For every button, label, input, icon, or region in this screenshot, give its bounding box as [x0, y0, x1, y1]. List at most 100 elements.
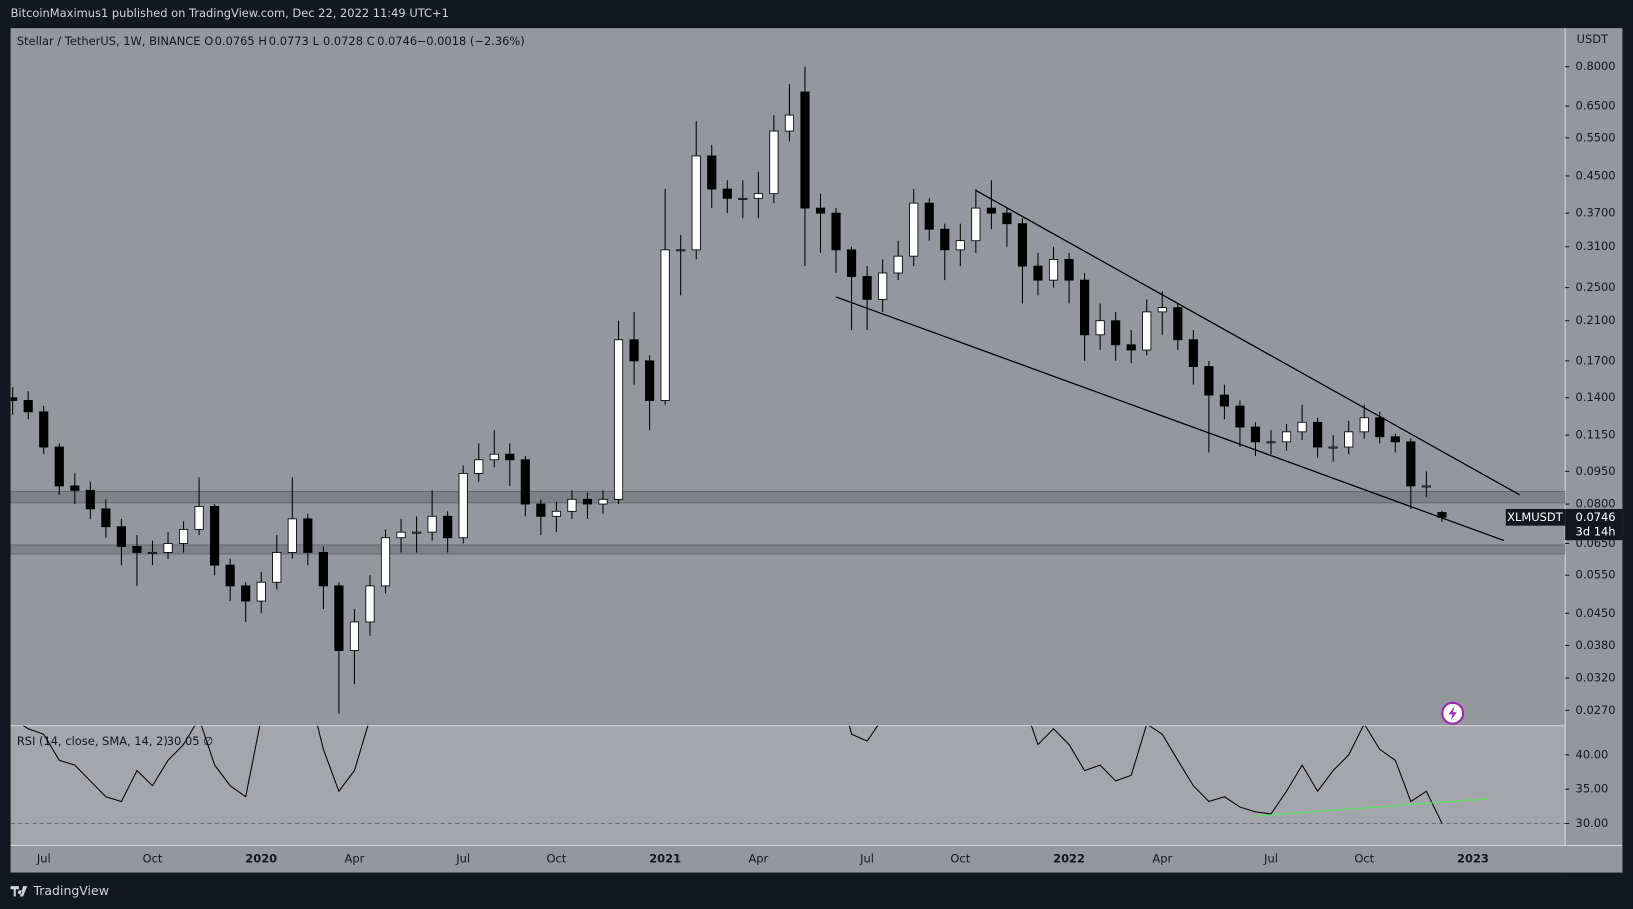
- candle-body: [396, 531, 406, 539]
- price-axis: [1565, 28, 1623, 873]
- candle-body: [769, 130, 779, 195]
- candle-body: [1002, 212, 1012, 225]
- candle-body: [256, 581, 266, 602]
- candle-body: [349, 621, 360, 651]
- candle-body: [738, 197, 748, 200]
- candle-body: [1111, 320, 1121, 346]
- x-tick-label: Jul: [1263, 852, 1278, 866]
- candle-body: [753, 193, 763, 199]
- candle-body: [54, 446, 64, 487]
- x-tick-label: Apr: [748, 852, 768, 866]
- candle-body: [598, 498, 608, 505]
- support-zone: [10, 544, 1566, 555]
- candle-body: [1281, 431, 1292, 443]
- candle-body: [660, 249, 670, 401]
- candle-body: [194, 506, 204, 530]
- candle-body: [1157, 307, 1167, 313]
- symbol-label: XLMUSDT: [1507, 510, 1564, 524]
- x-tick-label: Oct: [950, 852, 970, 866]
- y-tick-label: 0.0380: [1576, 638, 1616, 652]
- candle-body: [645, 360, 655, 401]
- candle-body: [1017, 223, 1028, 267]
- candle-body: [1344, 431, 1354, 448]
- price-pane: [10, 28, 1566, 726]
- candle-body: [380, 537, 391, 587]
- candle-body: [1250, 426, 1261, 443]
- header-legend: Stellar / TetherUS, 1W, BINANCE O 0.0765 H…: [17, 34, 525, 48]
- candle-body: [225, 564, 235, 587]
- candle-body: [986, 207, 996, 214]
- candle-body: [178, 528, 189, 544]
- candle-body: [241, 585, 251, 602]
- candle-body: [1048, 258, 1059, 281]
- candle-body: [940, 228, 950, 251]
- candle-body: [132, 546, 142, 553]
- time-axis: [10, 845, 1623, 873]
- candle-body: [971, 207, 981, 242]
- x-tick-label: Jul: [36, 852, 51, 866]
- candle-body: [722, 188, 732, 199]
- ohlc-value: 0.0728: [323, 34, 363, 48]
- candle-body: [676, 249, 686, 252]
- y-tick-label: 0.8000: [1576, 59, 1616, 73]
- x-tick-label: Apr: [1152, 852, 1172, 866]
- rsi-divergence: [1255, 798, 1489, 817]
- rsi-pane: [10, 725, 1566, 846]
- candle-body: [116, 526, 126, 547]
- support-zone: [10, 490, 1566, 504]
- candle-body: [1266, 441, 1276, 444]
- x-tick-label: 2021: [649, 852, 681, 866]
- candle-body: [1406, 441, 1416, 487]
- x-tick-label: Oct: [1354, 852, 1374, 866]
- candle-body: [10, 397, 18, 401]
- candle-body: [1095, 320, 1105, 336]
- x-tick-label: Oct: [547, 852, 567, 866]
- candle-body: [1375, 417, 1385, 438]
- candle-body: [1080, 279, 1090, 336]
- candle-body: [1064, 258, 1074, 281]
- rsi-label: RSI (14, close, SMA, 14, 2): [17, 734, 168, 748]
- ohlc-key: C: [367, 34, 375, 48]
- trendline: [975, 189, 1520, 496]
- rsi-tick-label: 35.00: [1576, 782, 1609, 796]
- candle-body: [613, 339, 624, 500]
- candle-body: [893, 255, 903, 274]
- candle-body: [1188, 339, 1198, 367]
- candle-body: [878, 272, 888, 300]
- candle-body: [1142, 311, 1152, 351]
- candle-body: [505, 453, 515, 461]
- y-tick-label: 0.2500: [1576, 280, 1616, 294]
- candle-body: [272, 552, 282, 583]
- candle-body: [70, 485, 80, 491]
- lightning-icon: [1441, 701, 1465, 725]
- candle-body: [862, 276, 872, 300]
- ohlc-key: O: [204, 34, 213, 48]
- ohlc-value: 0.0765: [215, 34, 255, 48]
- candle-body: [707, 155, 717, 190]
- ohlc-key: L: [313, 34, 320, 48]
- candle-body: [443, 515, 453, 539]
- x-tick-label: 2023: [1457, 852, 1489, 866]
- footer-logo: TradingView: [10, 883, 109, 898]
- footer-brand: TradingView: [32, 883, 108, 898]
- y-tick-label: 0.1150: [1576, 428, 1616, 442]
- x-tick-label: Jul: [455, 852, 470, 866]
- x-tick-label: Apr: [345, 852, 365, 866]
- y-tick-label: 0.1400: [1576, 390, 1616, 404]
- y-tick-label: 0.3700: [1576, 206, 1616, 220]
- y-tick-label: 0.0270: [1576, 703, 1616, 717]
- candle-body: [815, 207, 826, 214]
- candle-body: [1328, 446, 1338, 449]
- ohlc-value: 0.0746: [377, 34, 417, 48]
- candle-body: [39, 411, 49, 448]
- candle-body: [909, 202, 919, 257]
- candle-body: [1421, 485, 1431, 488]
- candle-body: [924, 202, 934, 230]
- publisher: BitcoinMaximus1 published on TradingView…: [11, 6, 449, 20]
- candle-body: [365, 585, 375, 623]
- candle-body: [784, 114, 795, 132]
- x-tick-label: 2020: [245, 852, 277, 866]
- candle-body: [489, 453, 499, 461]
- y-tick-label: 0.4500: [1576, 168, 1616, 182]
- x-tick-label: Jul: [859, 852, 874, 866]
